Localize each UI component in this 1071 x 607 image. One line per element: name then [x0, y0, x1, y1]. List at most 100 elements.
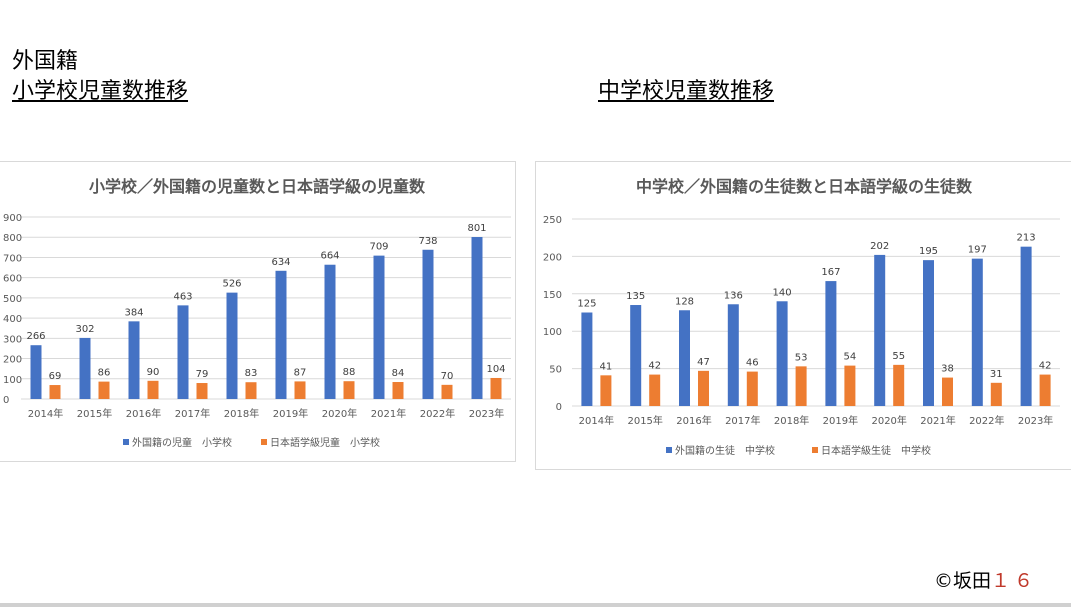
x-tick-label: 2021年 [371, 407, 406, 420]
bar-series2 [698, 370, 709, 406]
chart-title: 小学校／外国籍の児童数と日本語学級の児童数 [89, 177, 426, 196]
y-tick-label: 0 [556, 402, 562, 413]
x-tick-label: 2020年 [871, 414, 906, 427]
x-tick-label: 2015年 [627, 414, 662, 427]
elementary-school-title: 小学校児童数推移 [12, 79, 189, 104]
y-tick-label: 50 [549, 365, 562, 376]
data-label: 302 [75, 324, 94, 335]
data-label: 125 [577, 299, 596, 310]
data-label: 84 [392, 368, 405, 379]
data-label: 83 [245, 368, 258, 379]
legend-swatch-2 [261, 439, 267, 445]
legend-label-2: 日本語学級生徒 中学校 [821, 444, 931, 457]
x-tick-label: 2018年 [774, 414, 809, 427]
bar-series2 [441, 384, 453, 399]
data-label: 709 [369, 242, 388, 253]
x-tick-label: 2019年 [273, 407, 308, 420]
bar-series1 [727, 304, 739, 406]
data-label: 41 [600, 361, 613, 372]
y-tick-label: 400 [3, 314, 22, 325]
x-tick-label: 2016年 [126, 407, 161, 420]
x-tick-label: 2021年 [920, 414, 955, 427]
bar-series2 [795, 366, 807, 406]
data-label: 87 [294, 367, 307, 378]
bar-series2 [98, 381, 110, 399]
bar-series1 [128, 321, 140, 399]
bar-series2 [1039, 374, 1051, 406]
data-label: 38 [941, 364, 954, 375]
data-label: 88 [343, 367, 356, 378]
bar-series1 [79, 337, 91, 399]
data-label: 167 [821, 267, 840, 278]
bar-series2 [294, 381, 306, 399]
data-label: 213 [1017, 233, 1036, 244]
data-label: 135 [626, 291, 645, 302]
bar-series1 [971, 258, 983, 406]
junior-high-chart: 中学校／外国籍の生徒数と日本語学級の生徒数 0 50 100 150 200 250 125 4… [543, 177, 1060, 457]
bar-series1 [275, 270, 287, 399]
y-tick-label: 100 [3, 375, 22, 386]
bar-series1 [30, 345, 42, 399]
bar-series2 [49, 385, 61, 399]
x-tick-label: 2017年 [175, 407, 210, 420]
data-label: 53 [795, 352, 808, 363]
data-label: 47 [697, 357, 710, 368]
legend-label-1: 外国籍の児童 小学校 [132, 436, 232, 449]
bar-series2 [490, 377, 502, 399]
copyright-text: ©坂田 [933, 570, 991, 592]
bar-series2 [600, 375, 612, 406]
data-label: 266 [26, 331, 45, 342]
junior-high-school-title: 中学校児童数推移 [598, 79, 775, 104]
x-tick-label: 2016年 [676, 414, 711, 427]
bar-series2 [844, 365, 856, 406]
y-tick-label: 300 [3, 334, 22, 345]
x-tick-label: 2022年 [420, 407, 455, 420]
y-tick-label: 100 [543, 327, 562, 338]
data-label: 70 [441, 371, 454, 382]
x-tick-label: 2014年 [28, 407, 63, 420]
legend-swatch-1 [666, 447, 672, 453]
data-label: 664 [320, 251, 339, 262]
y-tick-label: 800 [3, 233, 22, 244]
x-tick-label: 2020年 [322, 407, 357, 420]
bar-series2 [990, 382, 1002, 406]
copyright-notice: ©坂田１６ [934, 566, 1037, 593]
bar-series2 [942, 377, 953, 406]
data-label: 55 [892, 351, 905, 362]
x-tick-label: 2018年 [224, 407, 259, 420]
x-tick-label: 2023年 [1018, 414, 1053, 427]
y-tick-label: 900 [3, 213, 22, 224]
bar-series1 [776, 301, 788, 406]
bar-series1 [679, 310, 690, 406]
data-label: 801 [467, 223, 486, 234]
data-label: 90 [147, 367, 160, 378]
y-tick-label: 250 [543, 215, 562, 226]
y-tick-label: 200 [3, 355, 22, 366]
y-tick-label: 200 [543, 252, 562, 263]
data-label: 31 [990, 369, 1003, 380]
data-label: 46 [746, 358, 759, 369]
data-label: 136 [724, 290, 743, 301]
bar-series1 [825, 281, 837, 406]
bar-series2 [147, 380, 159, 399]
x-tick-label: 2023年 [469, 407, 504, 420]
legend-label-2: 日本語学級児童 小学校 [270, 436, 380, 449]
legend-swatch-1 [123, 439, 129, 445]
data-label: 463 [173, 291, 192, 302]
chart-title: 中学校／外国籍の生徒数と日本語学級の生徒数 [636, 177, 973, 196]
bar-series2 [245, 382, 257, 399]
bar-series2 [746, 371, 758, 406]
bar-series1 [422, 249, 434, 399]
y-tick-label: 0 [3, 395, 9, 406]
bar-series1 [324, 264, 336, 399]
bar-series2 [893, 364, 905, 406]
data-label: 526 [222, 279, 241, 290]
data-label: 202 [870, 241, 889, 252]
data-label: 104 [486, 364, 505, 375]
bar-series2 [649, 374, 661, 406]
bar-series2 [392, 382, 404, 399]
data-label: 69 [49, 371, 62, 382]
data-label: 384 [124, 307, 143, 318]
y-tick-label: 600 [3, 274, 22, 285]
data-label: 86 [98, 368, 111, 379]
